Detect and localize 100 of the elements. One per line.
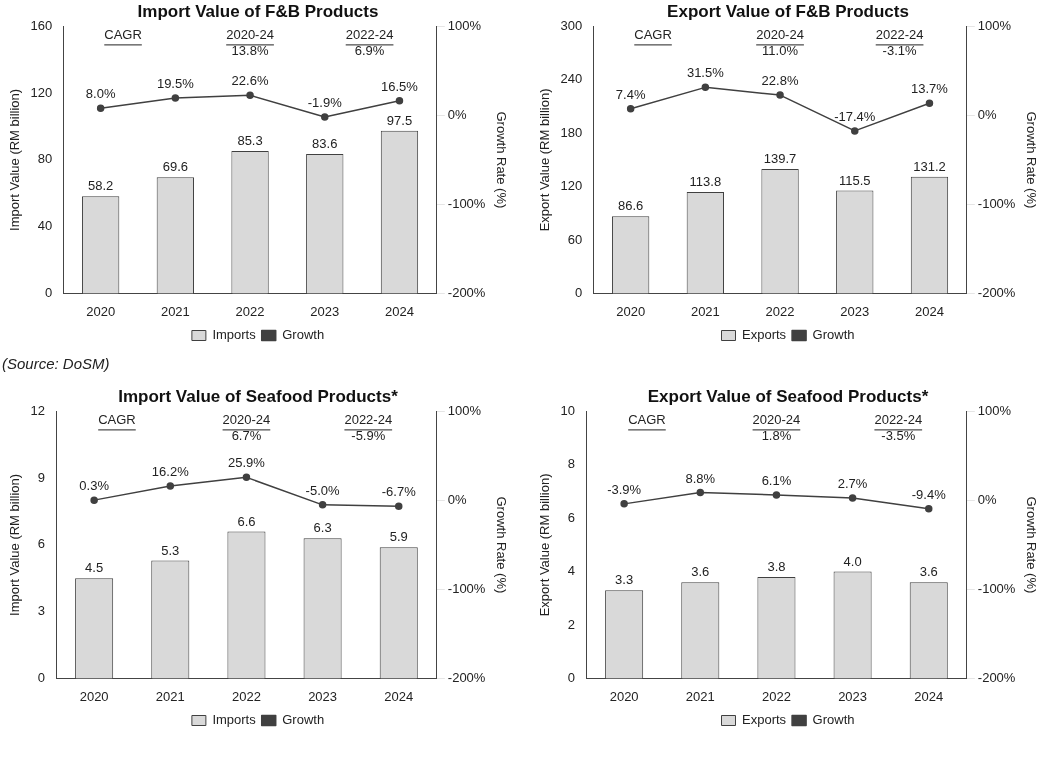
y-tick-label: 0 xyxy=(45,284,53,300)
data-label: 115.5 xyxy=(838,172,871,188)
annotation: 6.7% xyxy=(231,428,262,444)
data-label: 25.9% xyxy=(228,455,266,471)
data-label: 3.6 xyxy=(691,564,710,580)
chart-title: Export Value of F&B Products xyxy=(667,1,909,21)
data-label: 4.5 xyxy=(85,560,104,576)
legend-label: Exports xyxy=(742,327,787,343)
point xyxy=(395,96,404,105)
data-label: 8.0% xyxy=(85,86,116,102)
x-tick-label: 2022 xyxy=(231,688,261,704)
y-tick-label: 10 xyxy=(560,402,576,418)
annotation: 2022-24 xyxy=(344,412,393,428)
y2-axis-title: Growth Rate (%) xyxy=(493,496,509,594)
annotation: CAGR xyxy=(634,27,672,43)
data-label: 19.5% xyxy=(156,76,195,92)
y2-tick-label: -100% xyxy=(447,195,486,211)
annotation: 2020-24 xyxy=(226,27,274,43)
legend-label: Growth xyxy=(282,712,325,728)
x-tick-label: 2022 xyxy=(235,303,265,319)
annotation: CAGR xyxy=(104,27,142,43)
annotation: 2022-24 xyxy=(874,412,923,428)
annotation: 2020-24 xyxy=(222,412,271,428)
data-label: 6.6 xyxy=(237,513,256,529)
data-label: 113.8 xyxy=(689,174,722,190)
legend-label: Growth xyxy=(812,712,855,728)
y-tick-label: 3 xyxy=(37,603,46,619)
data-label: 31.5% xyxy=(686,65,725,81)
y-tick-label: 120 xyxy=(30,84,53,100)
x-tick-label: 2021 xyxy=(160,303,190,319)
x-tick-label: 2020 xyxy=(616,303,646,319)
y-tick-label: 0 xyxy=(567,669,576,685)
y2-axis-title: Growth Rate (%) xyxy=(1023,111,1039,209)
annotation: 13.8% xyxy=(231,43,269,59)
y-tick-label: 2 xyxy=(567,616,576,632)
y-tick-label: 160 xyxy=(30,17,53,33)
y-tick-label: 0 xyxy=(37,669,46,685)
legend-label: Imports xyxy=(212,327,257,343)
point xyxy=(96,104,105,113)
point xyxy=(626,105,635,113)
y-tick-label: 12 xyxy=(30,402,46,418)
point xyxy=(171,94,180,102)
chart-title: Import Value of Seafood Products* xyxy=(118,386,399,406)
y2-tick-label: -200% xyxy=(447,669,486,685)
y2-tick-label: -100% xyxy=(977,195,1016,211)
x-tick-label: 2024 xyxy=(914,688,944,704)
y2-tick-label: 100% xyxy=(977,17,1012,33)
y2-tick-label: -200% xyxy=(447,284,486,300)
y-tick-label: 180 xyxy=(560,124,583,140)
data-label: 16.2% xyxy=(151,464,190,480)
point xyxy=(242,473,251,482)
text: (Source: DoSM) xyxy=(1,354,111,374)
annotation: 2022-24 xyxy=(875,27,924,43)
y2-tick-label: 0% xyxy=(447,106,468,122)
chart-title: Export Value of Seafood Products* xyxy=(647,386,929,406)
legend-label: Growth xyxy=(812,327,855,343)
data-label: 3.6 xyxy=(919,564,938,580)
y2-axis-title: Growth Rate (%) xyxy=(1023,496,1039,594)
data-label: 6.1% xyxy=(761,473,792,489)
data-label: 7.4% xyxy=(615,86,646,102)
x-tick-label: 2021 xyxy=(155,688,185,704)
data-label: 8.8% xyxy=(685,470,716,486)
annotation: -5.9% xyxy=(351,428,386,444)
annotation: 6.9% xyxy=(354,43,385,59)
point xyxy=(701,83,710,92)
annotation: CAGR xyxy=(628,412,666,428)
x-tick-label: 2022 xyxy=(765,303,795,319)
y-tick-label: 0 xyxy=(575,284,583,300)
y-tick-label: 60 xyxy=(567,231,583,247)
data-label: 97.5 xyxy=(386,112,413,128)
data-label: 131.2 xyxy=(913,158,946,174)
y-axis-title: Export Value (RM billion) xyxy=(537,473,553,617)
y-tick-label: 240 xyxy=(560,71,583,87)
point xyxy=(395,502,403,511)
x-tick-label: 2021 xyxy=(685,688,715,704)
data-label: 0.3% xyxy=(79,478,110,494)
x-tick-label: 2023 xyxy=(308,688,338,704)
point xyxy=(851,127,859,135)
y2-tick-label: 100% xyxy=(447,17,482,33)
data-label: 22.8% xyxy=(761,73,799,89)
point xyxy=(166,482,175,490)
annotation: 2020-24 xyxy=(752,412,801,428)
y-tick-label: 8 xyxy=(567,456,576,472)
x-tick-label: 2024 xyxy=(915,303,944,319)
annotation: 2020-24 xyxy=(756,27,804,43)
annotation: -3.5% xyxy=(881,428,916,444)
data-label: 86.6 xyxy=(617,198,644,214)
x-tick-label: 2023 xyxy=(310,303,340,319)
y2-tick-label: -200% xyxy=(977,284,1016,300)
y-tick-label: 6 xyxy=(37,536,46,552)
y2-tick-label: 0% xyxy=(977,491,998,507)
y-tick-label: 6 xyxy=(567,509,576,525)
y2-tick-label: -100% xyxy=(977,580,1016,596)
y-axis-title: Export Value (RM billion) xyxy=(537,88,553,232)
y2-tick-label: 100% xyxy=(977,402,1012,418)
annotation: -3.1% xyxy=(882,43,917,59)
y2-tick-label: 100% xyxy=(447,402,482,418)
point xyxy=(318,501,327,509)
data-label: -3.9% xyxy=(607,481,642,497)
data-label: 13.7% xyxy=(911,81,949,97)
